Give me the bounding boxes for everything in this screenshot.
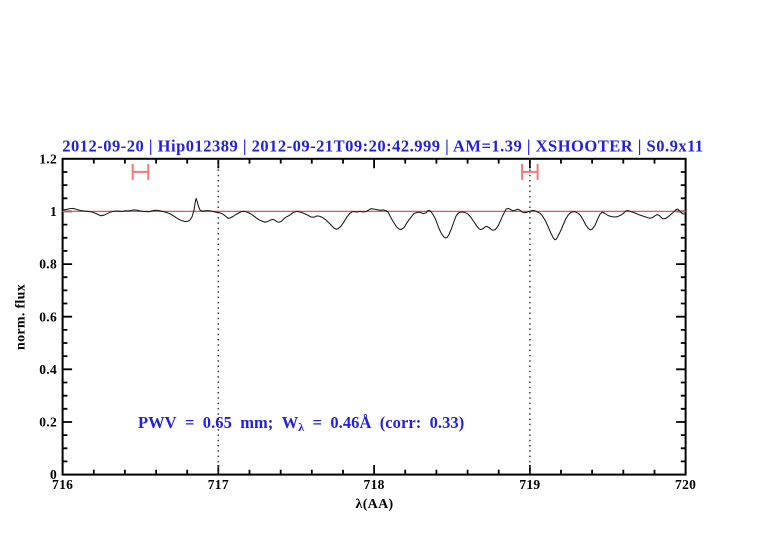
svg-text:λ(AA): λ(AA) xyxy=(356,497,394,512)
svg-text:0: 0 xyxy=(50,467,57,482)
svg-text:720: 720 xyxy=(675,477,696,492)
svg-text:1: 1 xyxy=(50,204,57,219)
svg-text:PWV = 0.65 mm; Wλ = 0.46: PWV = 0.65 mm; Wλ = 0.46Å (corr: 0.33) xyxy=(138,413,464,434)
svg-text:716: 716 xyxy=(52,477,73,492)
svg-text:0.6: 0.6 xyxy=(39,309,57,324)
svg-text:718: 718 xyxy=(364,477,385,492)
svg-text:0.4: 0.4 xyxy=(39,362,57,377)
svg-text:norm. flux: norm. flux xyxy=(14,284,29,350)
svg-text:0.8: 0.8 xyxy=(39,257,57,272)
svg-text:2012-09-20 | Hip012389 | 2012-: 2012-09-20 | Hip012389 | 2012-09-21T09:2… xyxy=(62,137,703,156)
svg-text:719: 719 xyxy=(519,477,540,492)
svg-text:1.2: 1.2 xyxy=(39,151,57,166)
svg-text:717: 717 xyxy=(208,477,229,492)
svg-text:0.2: 0.2 xyxy=(39,415,57,430)
